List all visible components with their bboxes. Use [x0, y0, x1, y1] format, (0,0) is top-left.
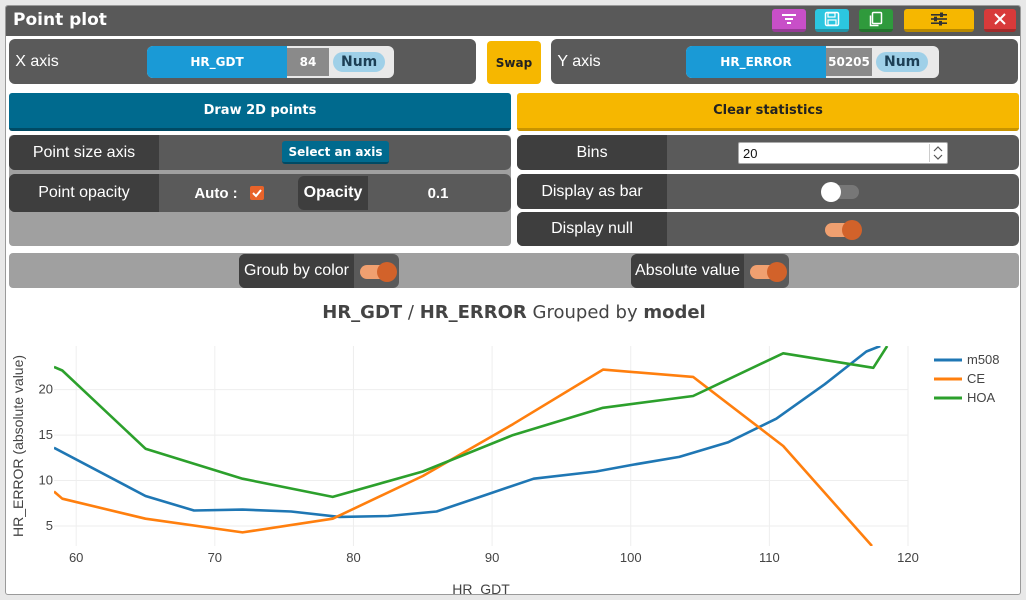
y-axis-field: HR_ERROR [686, 46, 826, 78]
chart-title-y: HR_ERROR [419, 302, 527, 323]
draw-2d-points-button[interactable]: Draw 2D points [9, 93, 511, 131]
chart-title-x: HR_GDT [322, 302, 403, 323]
close-button[interactable] [984, 9, 1016, 32]
y-tick-label: 15 [39, 427, 53, 442]
y-tick-label: 10 [39, 473, 53, 488]
toggle-knob [842, 220, 862, 240]
toggle-knob [821, 182, 841, 202]
chart-title-sep: / [402, 302, 420, 323]
grouping-row [9, 253, 1019, 288]
point-opacity-row: Point opacity Auto : Opacity 0.1 [9, 174, 511, 212]
x-axis-count: 84 [287, 48, 329, 76]
title-bar: Point plot [6, 6, 1020, 36]
clear-statistics-button[interactable]: Clear statistics [517, 93, 1019, 131]
display-null-row: Display null [517, 212, 1019, 246]
x-tick-label: 60 [69, 550, 83, 565]
y-tick-label: 5 [46, 518, 53, 533]
window-title: Point plot [13, 10, 107, 30]
swap-button[interactable]: Swap [487, 41, 541, 84]
chart-area: HR_GDT / HR_ERROR Grouped by model 60 70 8… [6, 296, 1021, 595]
legend-label-CE[interactable]: CE [967, 371, 985, 386]
display-as-bar-toggle[interactable] [821, 182, 859, 202]
x-tick-label: 80 [346, 550, 360, 565]
y-axis-type-badge: Num [876, 52, 929, 72]
chart-title-group: model [643, 302, 706, 323]
copy-icon [869, 11, 883, 27]
point-plot-window: Point plot X axis HR_GDT 84 Num Swap Y a… [5, 5, 1021, 595]
legend-label-HOA[interactable]: HOA [967, 390, 996, 405]
display-as-bar-label: Display as bar [541, 182, 643, 200]
absolute-value-toggle[interactable] [750, 262, 787, 282]
bins-value: 20 [743, 146, 758, 161]
x-axis-type-badge: Num [333, 52, 386, 72]
group-by-color-toggle[interactable] [360, 262, 397, 282]
point-size-label: Point size axis [32, 143, 136, 161]
bins-label: Bins [576, 143, 608, 161]
x-axis-field: HR_GDT [147, 46, 287, 78]
x-axis-label: X axis [15, 52, 59, 70]
x-tick-label: 90 [485, 550, 499, 565]
auto-label: Auto : [194, 184, 238, 202]
toggle-knob [767, 262, 787, 282]
sliders-icon [931, 12, 947, 26]
y-axis-title: HR_ERROR (absolute value) [10, 355, 26, 537]
y-axis-selector[interactable]: HR_ERROR 50205 Num [686, 46, 939, 78]
group-by-color-panel: Groub by color [239, 254, 399, 288]
opacity-value[interactable]: 0.1 [427, 184, 449, 202]
bins-input[interactable]: 20 [738, 142, 948, 164]
y-axis-count: 50205 [826, 48, 872, 76]
filter-button[interactable] [772, 9, 806, 32]
select-axis-button[interactable]: Select an axis [282, 141, 389, 164]
filter-icon [782, 14, 796, 24]
x-axis-selector[interactable]: HR_GDT 84 Num [147, 46, 394, 78]
stepper-arrows-icon [933, 146, 943, 160]
series-line-CE[interactable] [54, 368, 873, 546]
settings-button[interactable] [904, 9, 974, 32]
y-axis-label: Y axis [557, 52, 601, 70]
x-axis-title: HR_GDT [452, 581, 510, 595]
display-as-bar-row: Display as bar [517, 174, 1019, 209]
x-tick-label: 70 [208, 550, 222, 565]
display-null-label: Display null [551, 220, 633, 237]
y-tick-label: 20 [39, 382, 53, 397]
display-null-toggle[interactable] [825, 220, 862, 240]
checkmark-icon [252, 189, 262, 198]
x-tick-label: 120 [897, 550, 919, 565]
point-opacity-label: Point opacity [38, 184, 130, 201]
bins-stepper[interactable] [929, 144, 945, 162]
point-size-row: Point size axis Select an axis [9, 135, 511, 170]
chart-title-grouped: Grouped by [526, 302, 644, 323]
save-button[interactable] [815, 9, 849, 32]
close-icon [994, 13, 1006, 25]
line-chart[interactable]: 60 70 80 90 100 110 120 5 10 15 20 HR_GDT HR_ERROR (… [6, 296, 1021, 595]
x-tick-label: 110 [759, 550, 780, 565]
group-by-color-label: Groub by color [244, 262, 349, 279]
bins-row: Bins 20 [517, 135, 1019, 170]
toggle-knob [377, 262, 397, 282]
series-line-m508[interactable] [54, 346, 881, 519]
absolute-value-panel: Absolute value [631, 254, 789, 288]
chart-title: HR_GDT / HR_ERROR Grouped by model [6, 302, 1020, 323]
legend-label-m508[interactable]: m508 [967, 352, 1000, 367]
series-line-HOA[interactable] [54, 346, 889, 499]
opacity-label: Opacity [303, 184, 363, 201]
x-tick-label: 100 [620, 550, 642, 565]
absolute-value-label: Absolute value [635, 262, 740, 279]
copy-button[interactable] [859, 9, 893, 32]
auto-checkbox[interactable] [250, 186, 264, 200]
floppy-disk-icon [824, 11, 840, 27]
